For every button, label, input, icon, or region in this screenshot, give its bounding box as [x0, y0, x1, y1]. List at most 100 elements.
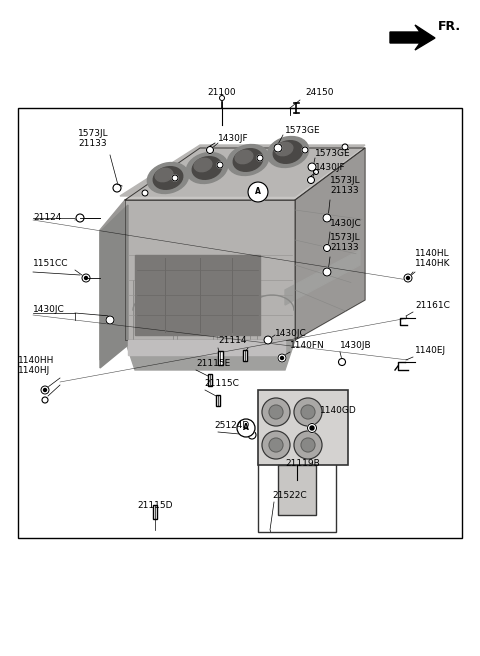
Text: 1140EJ: 1140EJ: [415, 346, 446, 355]
Ellipse shape: [147, 163, 189, 194]
Polygon shape: [390, 25, 435, 50]
Text: 1430JC: 1430JC: [275, 329, 307, 337]
Text: A: A: [255, 188, 261, 197]
Bar: [278, 465, 316, 515]
Text: 21161C: 21161C: [415, 301, 450, 310]
Circle shape: [324, 245, 331, 251]
Circle shape: [264, 336, 272, 344]
Text: 1573GE: 1573GE: [285, 126, 321, 135]
Circle shape: [262, 398, 290, 426]
Circle shape: [41, 386, 49, 394]
Circle shape: [113, 184, 121, 192]
Circle shape: [310, 426, 314, 430]
Bar: [258, 462, 336, 532]
Ellipse shape: [235, 150, 253, 164]
Circle shape: [338, 358, 346, 365]
Circle shape: [106, 316, 114, 324]
Circle shape: [308, 176, 314, 184]
Circle shape: [407, 276, 409, 279]
Ellipse shape: [155, 169, 173, 182]
Circle shape: [308, 163, 316, 171]
Bar: [153, 505, 157, 519]
Circle shape: [269, 438, 283, 452]
Text: 1430JC: 1430JC: [33, 306, 65, 314]
Polygon shape: [125, 340, 295, 370]
Text: 1430JF: 1430JF: [315, 163, 346, 172]
Circle shape: [308, 424, 316, 432]
Ellipse shape: [186, 153, 228, 184]
Circle shape: [219, 96, 225, 100]
Circle shape: [301, 405, 315, 419]
Circle shape: [342, 144, 348, 150]
Circle shape: [323, 214, 331, 222]
Ellipse shape: [273, 140, 303, 163]
Circle shape: [269, 405, 283, 419]
Bar: [243, 350, 247, 361]
Polygon shape: [295, 148, 365, 340]
Text: 21115D: 21115D: [137, 501, 173, 510]
Ellipse shape: [233, 149, 263, 171]
Circle shape: [257, 155, 263, 161]
Polygon shape: [285, 250, 360, 305]
Bar: [258, 390, 348, 465]
Circle shape: [142, 190, 148, 196]
Text: FR.: FR.: [438, 20, 461, 33]
Circle shape: [82, 274, 90, 282]
Text: 1430JC: 1430JC: [330, 219, 362, 228]
Text: 24150: 24150: [305, 88, 334, 97]
Polygon shape: [125, 200, 295, 340]
Circle shape: [294, 398, 322, 426]
Text: 21522C: 21522C: [272, 491, 307, 500]
Text: 21115E: 21115E: [196, 359, 230, 368]
Text: 1140HL
1140HK: 1140HL 1140HK: [415, 249, 451, 268]
Text: 1140GD: 1140GD: [320, 406, 357, 415]
Bar: [208, 374, 212, 386]
Circle shape: [294, 431, 322, 459]
Circle shape: [84, 276, 87, 279]
Circle shape: [248, 182, 268, 202]
Circle shape: [42, 397, 48, 403]
Text: 1430JB: 1430JB: [340, 341, 372, 350]
Text: 1573GE: 1573GE: [315, 149, 350, 158]
Text: 21100: 21100: [208, 88, 236, 97]
Bar: [18, 108, 462, 538]
Circle shape: [217, 162, 223, 168]
Polygon shape: [120, 145, 365, 196]
Text: A: A: [243, 424, 249, 432]
Text: 21119B: 21119B: [285, 459, 320, 468]
Text: 21124: 21124: [33, 213, 61, 222]
Text: 1151CC: 1151CC: [33, 259, 69, 268]
Ellipse shape: [267, 136, 309, 167]
Text: 21114: 21114: [218, 336, 247, 345]
Text: 21115C: 21115C: [204, 379, 239, 388]
Ellipse shape: [275, 142, 293, 155]
Circle shape: [404, 274, 412, 282]
Text: 1573JL
21133: 1573JL 21133: [330, 176, 360, 195]
Polygon shape: [100, 205, 128, 368]
Bar: [216, 394, 220, 405]
Polygon shape: [135, 255, 260, 335]
Bar: [217, 351, 223, 365]
Ellipse shape: [153, 167, 183, 190]
Circle shape: [76, 214, 84, 222]
Circle shape: [274, 144, 282, 152]
Ellipse shape: [228, 144, 269, 175]
Circle shape: [262, 431, 290, 459]
Text: 1430JF: 1430JF: [218, 134, 249, 143]
Circle shape: [237, 419, 255, 437]
Text: 1140HH
1140HJ: 1140HH 1140HJ: [18, 356, 54, 375]
Polygon shape: [100, 200, 125, 360]
Text: 1140FN: 1140FN: [290, 341, 325, 350]
Text: 25124D: 25124D: [214, 421, 249, 430]
Circle shape: [248, 431, 256, 439]
Circle shape: [313, 169, 319, 174]
Circle shape: [206, 146, 214, 154]
Ellipse shape: [194, 158, 212, 172]
Circle shape: [301, 438, 315, 452]
Circle shape: [278, 354, 286, 362]
Text: 1573JL
21133: 1573JL 21133: [78, 129, 108, 148]
Circle shape: [172, 175, 178, 181]
Circle shape: [302, 147, 308, 153]
Circle shape: [44, 388, 47, 392]
Circle shape: [280, 356, 284, 359]
